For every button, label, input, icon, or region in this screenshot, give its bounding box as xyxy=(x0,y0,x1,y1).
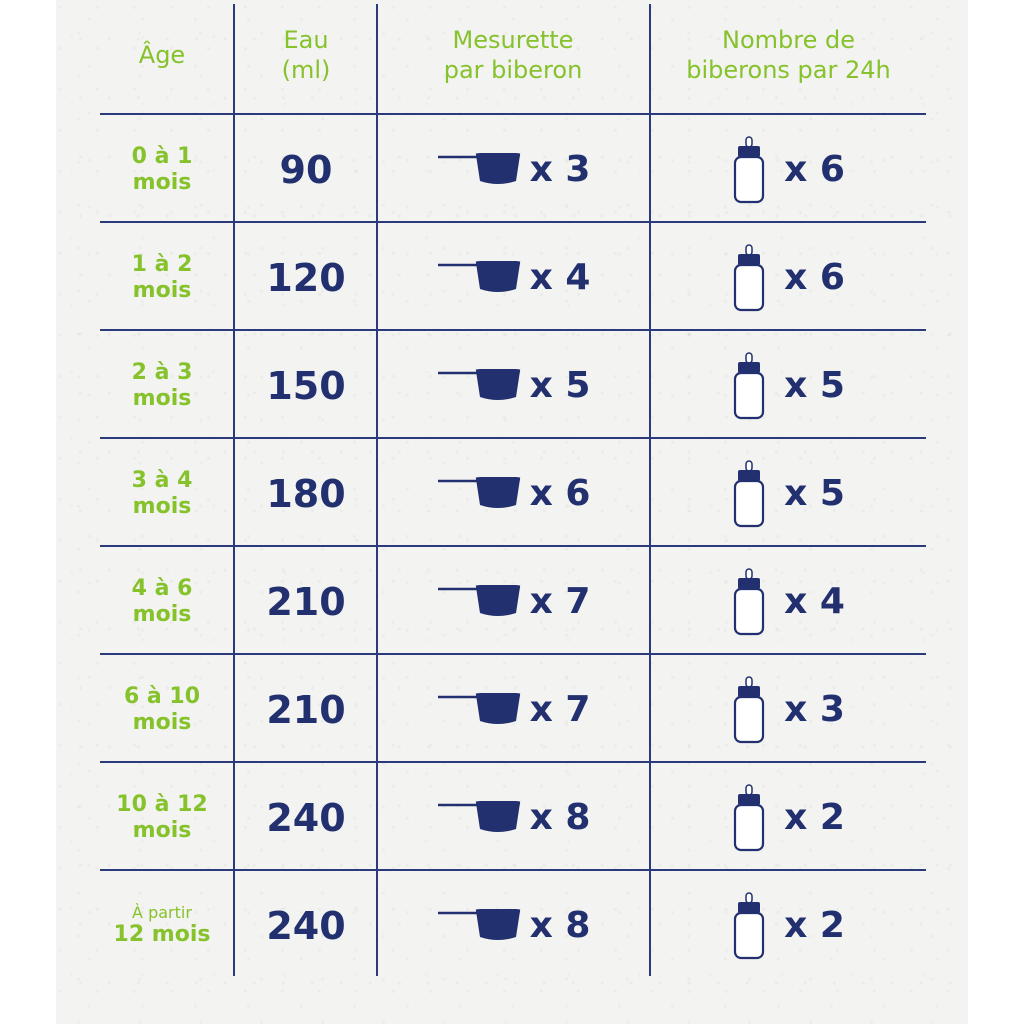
scoop-count-cell: x 3 xyxy=(378,116,648,223)
scoop-count-cell: x 8 xyxy=(378,764,648,871)
age-label: 3 à 4 mois xyxy=(131,467,193,519)
measuring-scoop-icon xyxy=(436,908,522,943)
scoop-quantity: x 8 xyxy=(529,905,591,946)
header-water: Eau (ml) xyxy=(281,26,331,84)
measuring-scoop-icon xyxy=(436,584,522,619)
row-divider xyxy=(100,113,926,115)
scoop-count-cell: x 8 xyxy=(378,872,648,979)
scoop-quantity: x 4 xyxy=(529,257,591,298)
bottle-quantity: x 5 xyxy=(784,473,845,514)
scoop-quantity: x 6 xyxy=(529,473,591,514)
age-prefix: À partir xyxy=(132,902,192,922)
header-scoops: Mesurette par biberon xyxy=(443,26,583,84)
baby-bottle-icon xyxy=(732,135,776,204)
bottle-quantity: x 6 xyxy=(784,257,845,298)
measuring-scoop-icon xyxy=(436,260,522,295)
scoop-count-cell: x 5 xyxy=(378,332,648,439)
water-ml-cell: 240 xyxy=(266,903,346,948)
table-row: À partir 12 mois 240 x 8 x 2 xyxy=(0,872,1024,979)
scoop-quantity: x 5 xyxy=(529,365,591,406)
scoop-count-cell: x 7 xyxy=(378,656,648,763)
row-divider xyxy=(100,653,926,655)
measuring-scoop-icon xyxy=(436,368,522,403)
table-row: 6 à 10 mois 210 x 7 x 3 xyxy=(0,656,1024,763)
column-divider xyxy=(233,4,235,976)
column-divider xyxy=(376,4,378,976)
age-label: 10 à 12 mois xyxy=(116,791,208,843)
age-cell: 4 à 6 mois xyxy=(100,548,224,655)
bottle-count-cell: x 5 xyxy=(651,332,926,439)
table-row: 3 à 4 mois 180 x 6 x 5 xyxy=(0,440,1024,547)
baby-bottle-icon xyxy=(732,567,776,636)
column-divider xyxy=(649,4,651,976)
table-row: 0 à 1 mois 90 x 3 x 6 xyxy=(0,116,1024,223)
scoop-count-cell: x 7 xyxy=(378,548,648,655)
age-cell: 2 à 3 mois xyxy=(100,332,224,439)
age-cell: 3 à 4 mois xyxy=(100,440,224,547)
scoop-quantity: x 8 xyxy=(529,797,591,838)
scoop-count-cell: x 4 xyxy=(378,224,648,331)
bottle-quantity: x 3 xyxy=(784,689,845,730)
baby-bottle-icon xyxy=(732,675,776,744)
bottle-count-cell: x 4 xyxy=(651,548,926,655)
age-label: 4 à 6 mois xyxy=(131,575,193,627)
age-cell: 10 à 12 mois xyxy=(100,764,224,871)
row-divider xyxy=(100,545,926,547)
water-ml-cell: 210 xyxy=(266,579,346,624)
age-label: 6 à 10 mois xyxy=(123,683,201,735)
table-row: 10 à 12 mois 240 x 8 x 2 xyxy=(0,764,1024,871)
scoop-quantity: x 3 xyxy=(529,149,591,190)
age-cell: À partir 12 mois xyxy=(100,872,224,979)
row-divider xyxy=(100,437,926,439)
bottle-quantity: x 5 xyxy=(784,365,845,406)
bottle-count-cell: x 3 xyxy=(651,656,926,763)
table-row: 1 à 2 mois 120 x 4 x 6 xyxy=(0,224,1024,331)
age-cell: 6 à 10 mois xyxy=(100,656,224,763)
bottle-count-cell: x 6 xyxy=(651,116,926,223)
bottle-count-cell: x 6 xyxy=(651,224,926,331)
row-divider xyxy=(100,869,926,871)
baby-bottle-icon xyxy=(732,351,776,420)
bottle-quantity: x 2 xyxy=(784,905,845,946)
baby-bottle-icon xyxy=(732,783,776,852)
age-label: 12 mois xyxy=(113,921,211,947)
bottle-count-cell: x 2 xyxy=(651,872,926,979)
water-ml-cell: 210 xyxy=(266,687,346,732)
water-ml-cell: 240 xyxy=(266,795,346,840)
scoop-count-cell: x 6 xyxy=(378,440,648,547)
header-bottles: Nombre de biberons par 24h xyxy=(686,26,891,84)
measuring-scoop-icon xyxy=(436,800,522,835)
age-label: 1 à 2 mois xyxy=(131,251,193,303)
baby-bottle-icon xyxy=(732,243,776,312)
bottle-quantity: x 6 xyxy=(784,149,845,190)
row-divider xyxy=(100,221,926,223)
measuring-scoop-icon xyxy=(436,692,522,727)
measuring-scoop-icon xyxy=(436,152,522,187)
row-divider xyxy=(100,761,926,763)
table-row: 4 à 6 mois 210 x 7 x 4 xyxy=(0,548,1024,655)
measuring-scoop-icon xyxy=(436,476,522,511)
water-ml-cell: 120 xyxy=(266,255,346,300)
age-label: 0 à 1 mois xyxy=(131,143,193,195)
age-cell: 1 à 2 mois xyxy=(100,224,224,331)
header-age: Âge xyxy=(138,41,186,69)
scoop-quantity: x 7 xyxy=(529,581,591,622)
scoop-quantity: x 7 xyxy=(529,689,591,730)
baby-bottle-icon xyxy=(732,459,776,528)
water-ml-cell: 150 xyxy=(266,363,346,408)
bottle-quantity: x 2 xyxy=(784,797,845,838)
water-ml-cell: 180 xyxy=(266,471,346,516)
water-ml-cell: 90 xyxy=(279,147,333,192)
bottle-count-cell: x 2 xyxy=(651,764,926,871)
age-label: 2 à 3 mois xyxy=(131,359,193,411)
baby-bottle-icon xyxy=(732,891,776,960)
row-divider xyxy=(100,329,926,331)
table-row: 2 à 3 mois 150 x 5 x 5 xyxy=(0,332,1024,439)
bottle-count-cell: x 5 xyxy=(651,440,926,547)
bottle-quantity: x 4 xyxy=(784,581,845,622)
age-cell: 0 à 1 mois xyxy=(100,116,224,223)
